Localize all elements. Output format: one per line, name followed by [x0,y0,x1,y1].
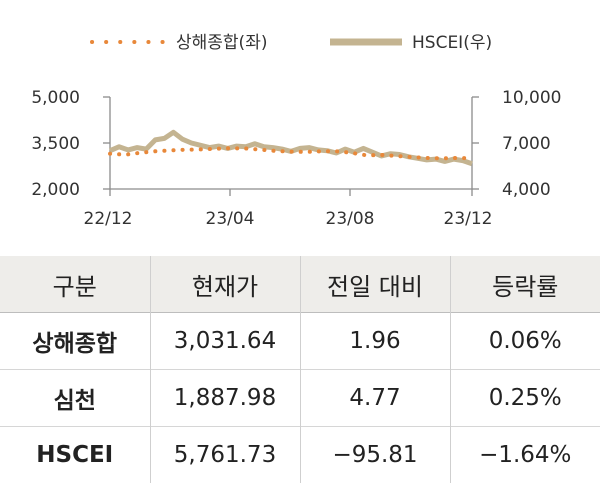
table-header-row: 구분 현재가 전일 대비 등락률 [0,256,600,313]
table-row: HSCEI 5,761.73 −95.81 −1.64% [0,427,600,483]
index-quote-table: 구분 현재가 전일 대비 등락률 상해종합 3,031.64 1.96 0.06… [0,256,600,483]
x-tick-labels: 22/12 23/04 23/08 23/12 [84,209,493,229]
row-price: 3,031.64 [150,313,300,370]
row-rate: 0.06% [450,313,600,370]
row-change: 1.96 [300,313,450,370]
row-change: 4.77 [300,370,450,427]
y-right-tick-labels: 10,000 7,000 4,000 [502,88,561,200]
header-change-rate: 등락률 [450,256,600,313]
row-name: HSCEI [0,427,150,483]
x-tick-label: 23/12 [444,209,493,229]
row-rate: −1.64% [450,427,600,483]
y-left-tick-label: 5,000 [31,88,80,108]
y-left-tick-labels: 5,000 3,500 2,000 [31,88,80,200]
series-layer [110,132,472,163]
index-line-chart: 상해종합(좌) HSCEI(우) 5,000 3,500 2,000 10,00… [0,0,600,250]
row-name: 상해종합 [0,313,150,370]
y-left-tick-label: 2,000 [31,180,80,200]
series-line-shanghai [110,148,472,158]
x-tick-label: 23/04 [206,209,255,229]
chart-legend: 상해종합(좌) HSCEI(우) [92,33,492,53]
header-change: 전일 대비 [300,256,450,313]
table-row: 상해종합 3,031.64 1.96 0.06% [0,313,600,370]
legend-label-shanghai: 상해종합(좌) [176,33,267,53]
row-rate: 0.25% [450,370,600,427]
row-name: 심천 [0,370,150,427]
row-price: 5,761.73 [150,427,300,483]
y-right-tick-label: 4,000 [502,180,551,200]
axes [103,97,479,196]
y-right-tick-label: 7,000 [502,134,551,154]
y-left-tick-label: 3,500 [31,134,80,154]
table-row: 심천 1,887.98 4.77 0.25% [0,370,600,427]
legend-label-hscei: HSCEI(우) [412,33,492,53]
header-category: 구분 [0,256,150,313]
x-tick-label: 23/08 [326,209,375,229]
header-current-price: 현재가 [150,256,300,313]
y-right-tick-label: 10,000 [502,88,561,108]
x-tick-label: 22/12 [84,209,133,229]
row-change: −95.81 [300,427,450,483]
row-price: 1,887.98 [150,370,300,427]
